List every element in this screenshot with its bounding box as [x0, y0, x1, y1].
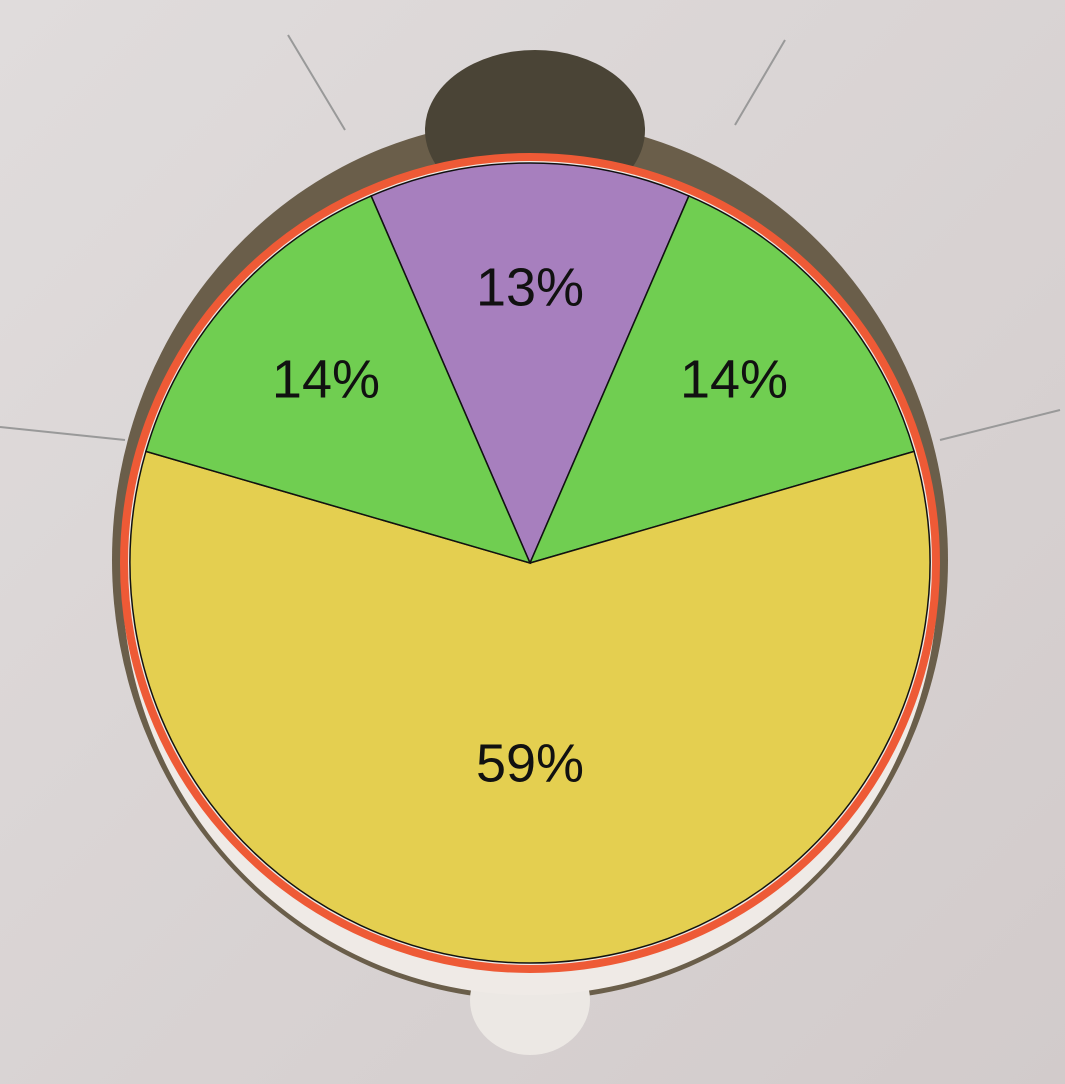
data-label: 14% — [680, 349, 788, 409]
data-label: 13% — [476, 257, 584, 317]
data-label: 14% — [272, 349, 380, 409]
pie-slice — [528, 194, 916, 565]
pie-slice — [370, 162, 690, 565]
pie-slice — [129, 450, 931, 964]
pie-slice — [144, 194, 532, 565]
data-label: 59% — [476, 733, 584, 793]
pie: 13% 14% 59% 14% — [129, 162, 931, 964]
